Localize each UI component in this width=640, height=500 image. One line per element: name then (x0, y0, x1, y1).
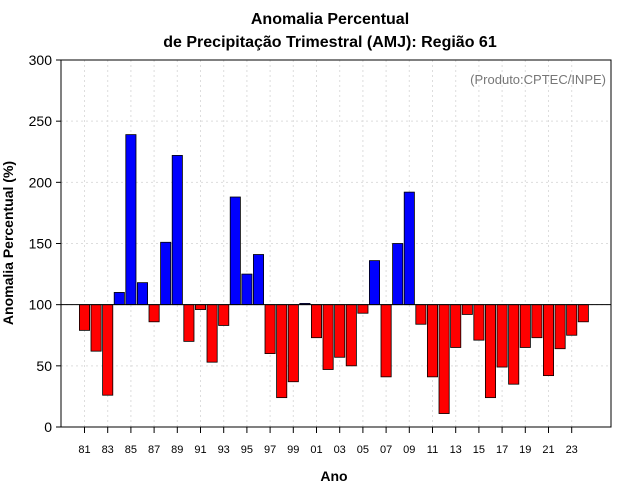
y-axis: 0 50 100 150 200 250 300 (29, 52, 61, 435)
x-tick-label: 15 (473, 444, 485, 456)
bar-91 (194, 304, 206, 310)
x-tick-label: 01 (310, 444, 322, 456)
bar-15 (473, 304, 485, 341)
chart-title-line2: de Precipitação Trimestral (AMJ): Região… (163, 34, 497, 51)
bar-22 (554, 304, 566, 350)
bar-82 (90, 304, 102, 352)
x-tick-label: 13 (450, 444, 462, 456)
bar-16 (484, 304, 496, 399)
x-tick-label: 95 (241, 444, 253, 456)
bar-06 (368, 260, 380, 306)
bar-23 (566, 304, 578, 336)
y-tick-label: 300 (29, 52, 53, 68)
x-tick-label: 85 (125, 444, 137, 456)
bar-98 (276, 304, 288, 399)
x-tick-label: 97 (264, 444, 276, 456)
x-tick-label: 93 (218, 444, 230, 456)
bar-18 (508, 304, 520, 385)
x-tick-label: 99 (287, 444, 299, 456)
bar-89 (171, 155, 183, 306)
bar-01 (310, 304, 322, 339)
bar-21 (543, 304, 555, 377)
bar-08 (392, 243, 404, 306)
x-tick-label: 91 (194, 444, 206, 456)
bar-88 (160, 241, 172, 306)
x-tick-label: 89 (171, 444, 183, 456)
bar-24 (577, 304, 589, 323)
grid (61, 59, 611, 428)
x-tick-label: 05 (357, 444, 369, 456)
bar-03 (334, 304, 346, 358)
x-tick-label: 81 (78, 444, 90, 456)
y-tick-label: 50 (36, 358, 52, 374)
x-tick-label: 87 (148, 444, 160, 456)
x-tick-label: 07 (380, 444, 392, 456)
y-axis-label: Anomalia Percentual (%) (0, 161, 16, 325)
bars (79, 134, 589, 414)
x-tick-label: 17 (496, 444, 508, 456)
bar-87 (148, 304, 160, 323)
x-tick-label: 19 (519, 444, 531, 456)
bar-90 (183, 304, 195, 342)
y-tick-label: 0 (44, 419, 52, 435)
bar-96 (252, 254, 264, 306)
x-tick-label: 83 (102, 444, 114, 456)
x-tick-label: 09 (403, 444, 415, 456)
bar-86 (136, 282, 148, 306)
y-tick-label: 100 (29, 297, 53, 313)
y-tick-label: 200 (29, 174, 53, 190)
bar-92 (206, 304, 218, 363)
x-axis: 81 83 85 87 89 91 93 95 97 99 01 03 05 07 09 11 13 15 17 19… (78, 427, 578, 456)
x-tick-label: 03 (334, 444, 346, 456)
x-axis-label: Ano (320, 468, 347, 484)
bar-17 (496, 304, 508, 368)
bar-20 (531, 304, 543, 339)
bar-12 (438, 304, 450, 414)
bar-81 (79, 304, 91, 331)
bar-05 (357, 304, 369, 314)
bar-11 (426, 304, 438, 378)
chart-title-line1: Anomalia Percentual (251, 11, 409, 28)
bar-04 (345, 304, 357, 367)
bar-93 (218, 304, 230, 326)
bar-14 (461, 304, 473, 315)
x-tick-label: 21 (542, 444, 554, 456)
bar-13 (450, 304, 462, 348)
x-tick-label: 11 (427, 444, 438, 456)
bar-84 (113, 292, 125, 306)
bar-10 (415, 304, 427, 325)
x-tick-label: 23 (566, 444, 578, 456)
bar-19 (519, 304, 531, 348)
bar-02 (322, 304, 334, 370)
bar-94 (229, 196, 241, 306)
bar-95 (241, 273, 253, 306)
bar-83 (102, 304, 114, 396)
bar-07 (380, 304, 392, 378)
product-credit: (Produto:CPTEC/INPE) (470, 72, 606, 87)
bar-09 (403, 191, 415, 306)
y-tick-label: 150 (29, 236, 53, 252)
y-tick-label: 250 (29, 113, 53, 129)
bar-97 (264, 304, 276, 355)
bar-85 (125, 134, 137, 306)
bar-99 (287, 304, 299, 383)
